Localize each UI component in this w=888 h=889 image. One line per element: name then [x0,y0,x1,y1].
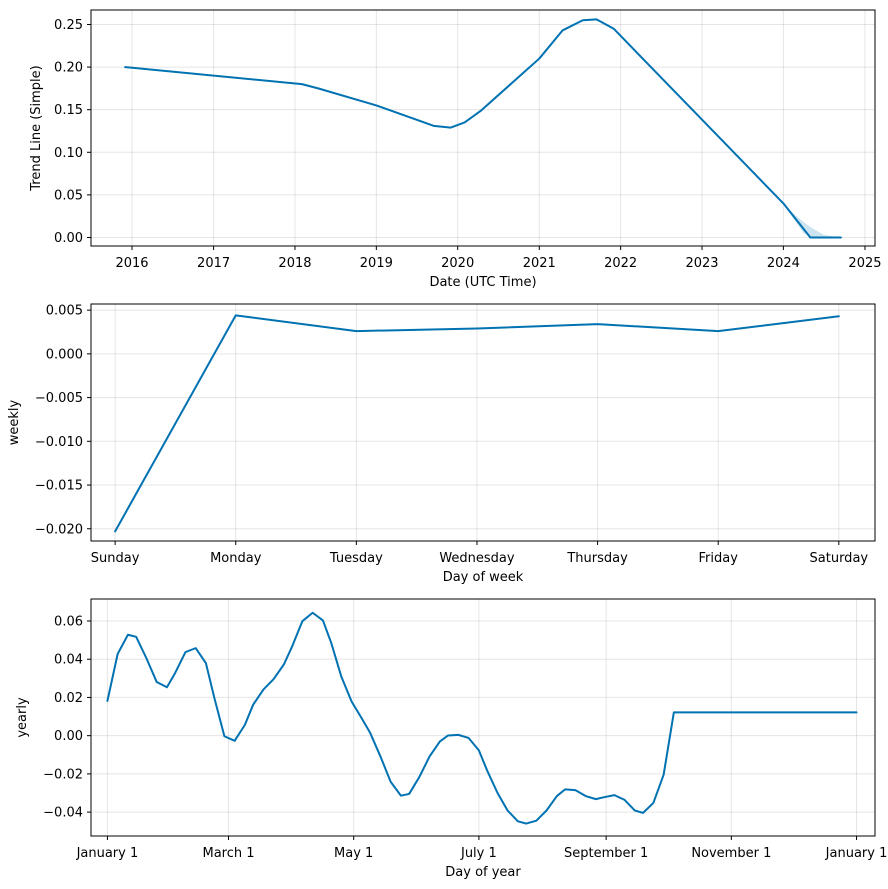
y-tick-label: 0.00 [54,729,83,744]
y-tick-label: 0.000 [46,347,83,362]
y-tick-label: 0.00 [54,231,83,246]
series-line [114,314,840,533]
x-tick-label: March 1 [202,846,254,861]
x-tick-label: January 1 [825,846,888,861]
y-tick-label: 0.15 [54,103,83,118]
plot-frame [90,9,876,247]
x-tick-label: 2018 [278,256,311,271]
x-tick-label: Thursday [566,551,628,566]
x-tick-label: Tuesday [329,551,383,566]
plot-frame [90,598,876,837]
y-tick-label: 0.005 [46,304,83,319]
y-tick-label: −0.02 [43,767,83,782]
x-tick-label: 2024 [767,256,800,271]
y-axis-label: Trend Line (Simple) [29,65,44,191]
y-axis-label: yearly [15,697,30,738]
x-tick-label: September 1 [564,846,648,861]
chart-panel-3: January 1 March 1 May 1 July 1 September 1 No… [15,598,888,880]
y-tick-label: 0.02 [54,691,83,706]
y-tick-label: −0.04 [43,806,83,821]
x-tick-label: 2021 [523,256,556,271]
x-tick-label: 2022 [604,256,637,271]
x-axis-label: Day of year [445,865,521,880]
chart-panel-2: Sunday Monday Tuesday Wednesday Thursday Frid… [7,303,876,585]
chart-panel-1: 2016 2017 2018 2019 2020 2021 2022 2023 2024 2025… [29,9,882,290]
y-tick-label: 0.10 [54,146,83,161]
x-tick-label: 2025 [848,256,881,271]
x-tick-label: November 1 [691,846,771,861]
series-line [106,611,858,825]
y-tick-label: −0.010 [35,435,83,450]
y-tick-label: 0.06 [54,614,83,629]
x-tick-label: May 1 [334,846,373,861]
y-tick-label: 0.25 [54,18,83,33]
x-tick-label: 2023 [685,256,718,271]
y-tick-label: −0.020 [35,522,83,537]
y-axis-label: weekly [7,399,22,445]
series-line [124,18,842,239]
x-axis-label: Date (UTC Time) [429,275,536,290]
x-tick-label: 2016 [115,256,148,271]
y-tick-label: −0.015 [35,479,83,494]
x-tick-label: Monday [210,551,262,566]
y-tick-label: 0.05 [54,188,83,203]
x-axis-label: Day of week [443,570,524,585]
x-tick-label: January 1 [76,846,139,861]
x-tick-label: 2020 [441,256,474,271]
x-tick-label: Saturday [810,551,869,566]
x-tick-label: July 1 [460,846,497,861]
y-tick-label: 0.20 [54,61,83,76]
y-tick-label: 0.04 [54,653,83,668]
uncertainty-band [783,203,841,238]
x-tick-label: Wednesday [439,551,515,566]
x-tick-label: Sunday [91,551,140,566]
x-tick-label: 2017 [197,256,230,271]
y-tick-label: −0.005 [35,391,83,406]
plot-frame [90,303,876,542]
x-tick-label: 2019 [360,256,393,271]
x-tick-label: Friday [698,551,738,566]
